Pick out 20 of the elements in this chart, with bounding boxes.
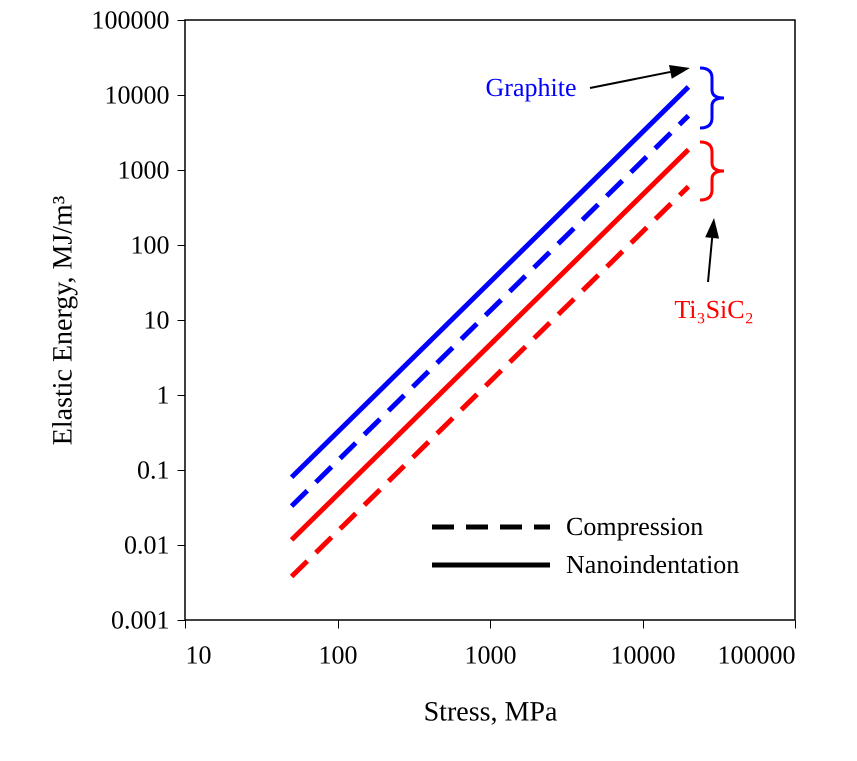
x-tick-label: 1000 bbox=[464, 640, 516, 670]
y-tick-label: 100000 bbox=[92, 6, 170, 34]
annotation: Compression bbox=[566, 512, 704, 541]
y-tick-label: 1 bbox=[156, 380, 170, 410]
y-tick-label: 0.001 bbox=[111, 606, 170, 634]
annotation: Graphite bbox=[486, 73, 576, 102]
y-tick-label: 0.01 bbox=[124, 530, 170, 560]
x-axis-title: Stress, MPa bbox=[424, 696, 558, 728]
annotation: Ti₃SiC₂ bbox=[674, 295, 754, 324]
y-axis-title: Elastic Energy, MJ/m³ bbox=[48, 196, 78, 446]
x-tick-label: 10 bbox=[186, 640, 212, 670]
x-tick-label: 100 bbox=[318, 640, 358, 670]
x-tick-label: 10000 bbox=[610, 640, 676, 670]
y-tick-label: 0.1 bbox=[137, 456, 170, 484]
y-tick-label: 10000 bbox=[104, 80, 170, 110]
x-tick-label: 100000 bbox=[718, 640, 796, 670]
y-tick-label: 1000 bbox=[118, 156, 170, 184]
y-tick-label: 10 bbox=[144, 306, 170, 334]
y-tick-label: 100 bbox=[130, 230, 170, 260]
annotation: Nanoindentation bbox=[566, 550, 740, 579]
